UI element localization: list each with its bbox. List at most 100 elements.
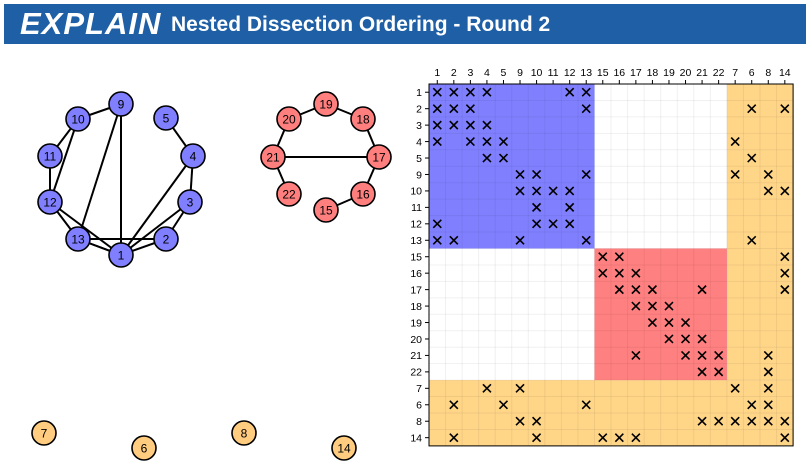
graph-node-circle — [131, 435, 157, 461]
matrix-nonzero-mark — [714, 416, 724, 426]
graph-node-label: 21 — [266, 151, 280, 165]
matrix-col-label: 17 — [630, 67, 642, 79]
matrix-nonzero-mark — [498, 400, 509, 410]
matrix-nonzero-mark — [515, 235, 525, 245]
graph-node-label: 15 — [319, 204, 333, 218]
matrix-nonzero-mark — [647, 301, 657, 311]
matrix-row-label: 9 — [416, 169, 422, 181]
matrix-row-label: 11 — [411, 202, 422, 214]
matrix-nonzero-mark — [747, 416, 757, 426]
matrix-nonzero-mark — [432, 219, 442, 229]
matrix-nonzero-mark — [747, 235, 757, 245]
matrix-nonzero-mark — [581, 104, 591, 114]
matrix-nonzero-mark — [432, 104, 442, 114]
matrix-col-label: 5 — [501, 67, 507, 79]
matrix-row-label: 5 — [416, 153, 422, 165]
matrix-nonzero-mark — [780, 252, 790, 262]
matrix-nonzero-mark — [548, 186, 558, 196]
graph-node-label: 4 — [190, 150, 197, 164]
graph-node-label: 11 — [44, 150, 57, 164]
matrix-nonzero-mark — [714, 367, 724, 377]
matrix-nonzero-mark — [482, 87, 492, 97]
matrix-nonzero-mark — [465, 137, 475, 147]
matrix-nonzero-mark — [780, 416, 790, 426]
matrix-nonzero-mark — [664, 334, 674, 344]
graph-node-circle — [153, 105, 179, 131]
matrix-nonzero-mark — [730, 383, 740, 393]
matrix-nonzero-mark — [449, 104, 459, 114]
graph-node-circle — [177, 189, 203, 215]
matrix-row-label: 18 — [410, 301, 422, 313]
graph-node-5: 5 — [153, 105, 179, 131]
graph-node-circle — [260, 144, 286, 170]
matrix-col-label: 2 — [451, 67, 457, 79]
matrix-col-label: 21 — [696, 67, 708, 79]
graph-node-circle — [331, 435, 357, 461]
graph-node-21: 21 — [260, 144, 286, 170]
matrix-nonzero-mark — [730, 169, 740, 180]
matrix-nonzero-mark — [697, 350, 707, 360]
matrix-nonzero-mark — [432, 120, 442, 130]
matrix-col-label: 6 — [749, 67, 755, 79]
matrix-nonzero-mark — [697, 416, 707, 426]
graph-node-circle — [37, 189, 63, 215]
graph-node-16: 16 — [350, 181, 376, 207]
matrix-row-label: 1 — [416, 87, 422, 99]
graph-node-label: 13 — [71, 233, 85, 247]
matrix-nonzero-mark — [449, 400, 459, 410]
matrix-nonzero-mark — [680, 334, 691, 344]
graph-node-7: 7 — [31, 420, 57, 446]
matrix-col-label: 19 — [663, 67, 675, 79]
graph-node-4: 4 — [180, 143, 206, 169]
matrix-col-label: 1 — [434, 67, 440, 79]
matrix-nonzero-mark — [747, 153, 757, 163]
matrix-nonzero-mark — [482, 153, 492, 163]
graph-node-8: 8 — [231, 420, 257, 446]
matrix-nonzero-mark — [780, 285, 790, 295]
graph-node-label: 5 — [163, 112, 170, 126]
matrix-nonzero-mark — [432, 137, 442, 147]
graph-node-15: 15 — [313, 197, 339, 223]
graph-node-circle — [231, 420, 257, 446]
matrix-row-label: 10 — [410, 186, 422, 198]
matrix-nonzero-mark — [482, 137, 492, 147]
matrix-nonzero-mark — [747, 104, 757, 114]
graph-node-circle — [313, 197, 339, 223]
matrix-nonzero-mark — [763, 169, 773, 180]
matrix-nonzero-mark — [581, 400, 591, 410]
matrix-nonzero-mark — [780, 104, 790, 114]
matrix-nonzero-mark — [432, 235, 442, 245]
graph-node-circle — [350, 181, 376, 207]
matrix-nonzero-mark — [730, 416, 740, 426]
matrix-nonzero-mark — [631, 285, 641, 295]
matrix-nonzero-mark — [465, 120, 475, 130]
matrix-row-label: 19 — [410, 317, 422, 329]
matrix-nonzero-mark — [664, 301, 674, 311]
matrix-nonzero-mark — [747, 400, 757, 410]
matrix-nonzero-mark — [498, 137, 509, 147]
matrix-col-label: 18 — [647, 67, 659, 79]
matrix-nonzero-mark — [532, 202, 542, 212]
graph-node-9: 9 — [108, 91, 134, 117]
graph-node-circle — [37, 143, 63, 169]
matrix-col-label: 4 — [484, 67, 490, 79]
matrix-nonzero-mark — [515, 383, 525, 393]
matrix-nonzero-mark — [565, 219, 575, 229]
graph-edge-10-12 — [49, 118, 79, 203]
matrix-row-label: 6 — [416, 400, 422, 412]
matrix-nonzero-mark — [565, 87, 575, 97]
matrix-col-label: 20 — [680, 67, 692, 79]
matrix-col-label: 11 — [548, 67, 559, 79]
matrix-row-label: 21 — [410, 350, 422, 362]
graph-node-label: 10 — [71, 113, 85, 127]
graph-node-11: 11 — [37, 143, 63, 169]
matrix-nonzero-mark — [680, 350, 691, 360]
matrix-nonzero-mark — [780, 433, 790, 443]
matrix-nonzero-mark — [631, 433, 641, 443]
graph-node-circle — [276, 181, 302, 207]
matrix-row-label: 12 — [410, 219, 422, 231]
graph-edges — [49, 103, 380, 256]
matrix-nonzero-mark — [532, 186, 542, 196]
matrix-row-label: 14 — [410, 432, 422, 444]
